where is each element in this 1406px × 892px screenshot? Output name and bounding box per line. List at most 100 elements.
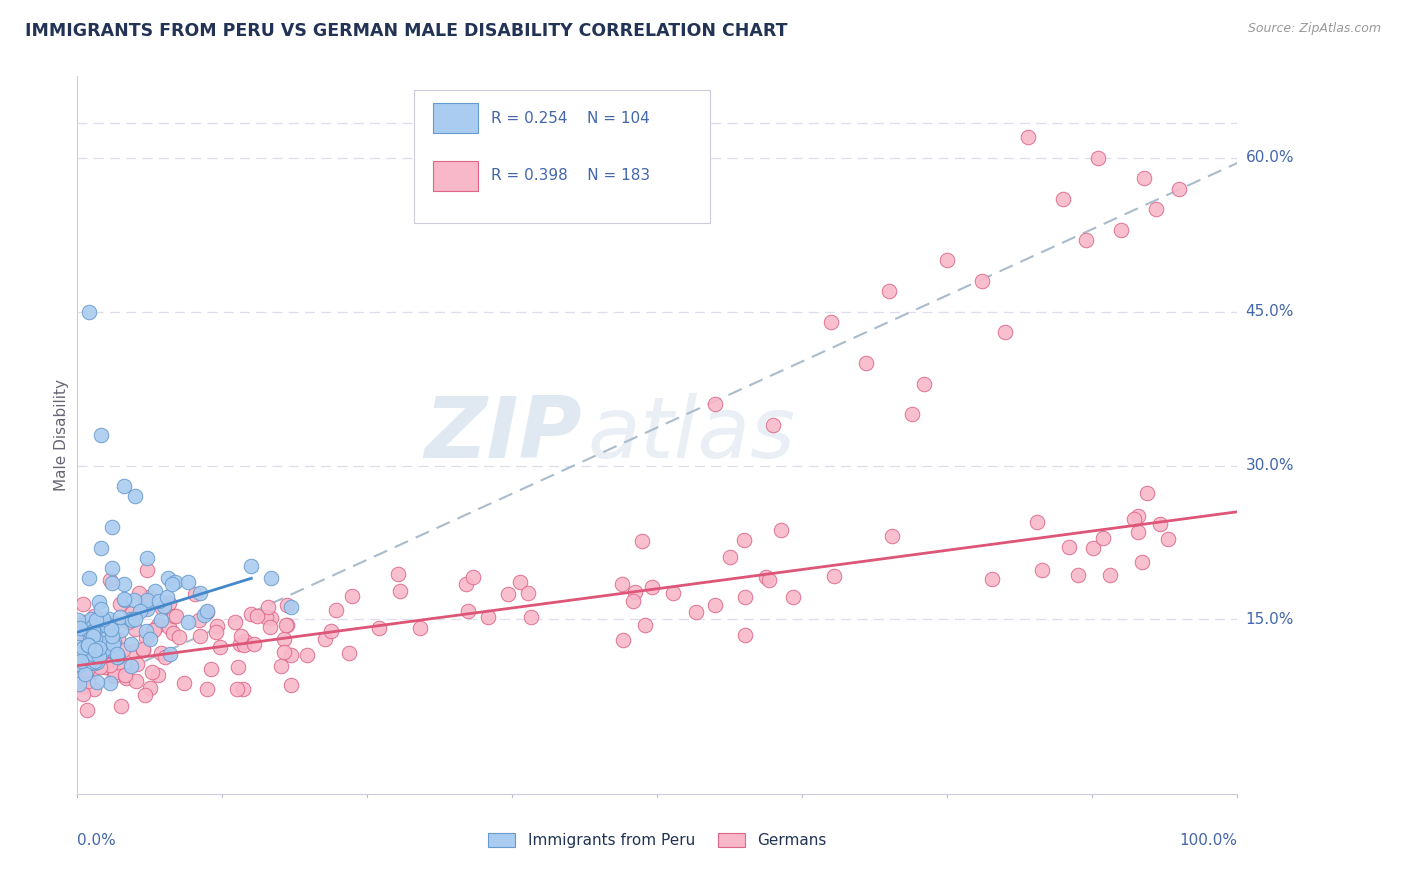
Point — [72, 648, 94, 663]
Point — [135, 631, 157, 645]
Point — [456, 577, 478, 591]
Point — [121, 613, 143, 627]
Point — [107, 632, 129, 646]
Point — [389, 584, 412, 599]
Point — [96, 619, 118, 633]
Point — [67, 657, 90, 672]
Point — [98, 676, 121, 690]
Point — [80, 626, 103, 640]
Point — [124, 613, 146, 627]
Point — [981, 572, 1004, 586]
Point — [685, 605, 707, 619]
Point — [98, 641, 121, 656]
Point — [150, 613, 173, 627]
Point — [98, 574, 121, 588]
Text: 100.0%: 100.0% — [1180, 833, 1237, 848]
Point — [704, 397, 727, 411]
Point — [146, 667, 169, 681]
Point — [197, 682, 219, 697]
Point — [337, 646, 360, 660]
Point — [135, 624, 157, 638]
Point — [141, 665, 163, 679]
Point — [368, 621, 391, 635]
Point — [82, 647, 104, 661]
Point — [83, 656, 105, 670]
Point — [139, 681, 162, 695]
Point — [1066, 568, 1088, 582]
Text: atlas: atlas — [588, 393, 796, 476]
Point — [110, 698, 132, 713]
Point — [79, 629, 101, 643]
Point — [83, 655, 105, 669]
Point — [101, 634, 124, 648]
Point — [188, 613, 211, 627]
Point — [138, 590, 160, 604]
Point — [84, 644, 107, 658]
Point — [77, 638, 100, 652]
Point — [103, 645, 125, 659]
Point — [120, 636, 142, 650]
Point — [1133, 171, 1156, 186]
Point — [901, 407, 924, 422]
Point — [1076, 233, 1098, 247]
Point — [107, 649, 129, 664]
Point — [342, 589, 364, 603]
Point — [1081, 541, 1104, 556]
Point — [823, 569, 845, 583]
Point — [162, 577, 184, 591]
Point — [754, 570, 776, 584]
Point — [146, 618, 169, 632]
Point — [516, 586, 538, 600]
Point — [104, 665, 127, 679]
Point — [101, 576, 124, 591]
Point — [84, 643, 107, 657]
Point — [97, 618, 120, 632]
Point — [69, 658, 91, 673]
Point — [1122, 512, 1144, 526]
Point — [274, 618, 297, 632]
Point — [1018, 130, 1040, 145]
Point — [257, 600, 280, 615]
Point — [153, 599, 176, 613]
Point — [77, 305, 100, 319]
Point — [387, 567, 409, 582]
Point — [80, 626, 103, 640]
Point — [163, 609, 186, 624]
Point — [98, 657, 121, 672]
Point — [86, 619, 108, 633]
Point — [280, 648, 302, 662]
Point — [1091, 531, 1114, 545]
Point — [87, 595, 110, 609]
Legend: Immigrants from Peru, Germans: Immigrants from Peru, Germans — [482, 827, 832, 855]
Point — [93, 616, 115, 631]
Point — [621, 594, 644, 608]
Point — [762, 417, 785, 432]
Point — [209, 640, 232, 654]
Point — [131, 641, 153, 656]
Point — [76, 628, 98, 642]
Point — [76, 643, 98, 657]
Point — [98, 612, 121, 626]
Point — [124, 622, 146, 636]
Point — [90, 541, 111, 555]
Point — [159, 596, 181, 610]
Point — [260, 571, 283, 585]
Point — [114, 668, 136, 682]
Point — [93, 643, 115, 657]
Point — [205, 625, 228, 640]
Text: 15.0%: 15.0% — [1246, 612, 1294, 627]
Point — [136, 563, 159, 577]
Point — [509, 574, 531, 589]
Point — [122, 643, 145, 657]
Point — [82, 629, 104, 643]
Point — [718, 549, 741, 564]
Point — [91, 640, 114, 655]
Point — [1128, 509, 1150, 524]
Point — [103, 616, 125, 631]
Point — [242, 637, 264, 651]
Point — [233, 634, 256, 648]
Point — [224, 615, 246, 629]
Point — [166, 609, 188, 624]
Y-axis label: Male Disability: Male Disability — [53, 379, 69, 491]
Point — [321, 624, 343, 639]
